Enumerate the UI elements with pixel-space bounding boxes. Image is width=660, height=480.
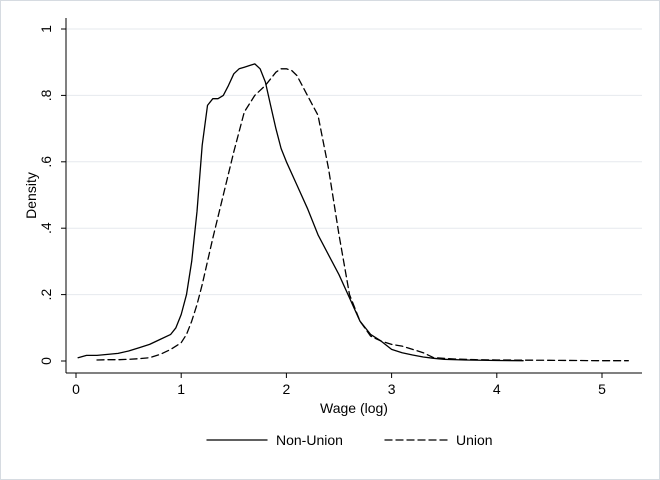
grid-lines (66, 28, 642, 296)
x-tick-label: 0 (72, 381, 80, 397)
series-line-non-union (77, 63, 524, 362)
series-line-union (96, 68, 629, 362)
legend-label-non-union: Non-Union (276, 432, 343, 448)
y-tick-label: .2 (38, 289, 54, 301)
y-axis-title: Density (23, 172, 39, 219)
legend-label-union: Union (456, 432, 493, 448)
x-tick-label: 4 (493, 381, 501, 397)
x-tick-label: 3 (388, 381, 396, 397)
y-tick-label: 1 (38, 25, 54, 33)
y-tick-label: .4 (38, 222, 54, 234)
axes (65, 18, 642, 374)
y-tick-label: 0 (38, 357, 54, 365)
series-lines (77, 63, 629, 362)
legend: Non-Union Union (206, 432, 493, 448)
y-tick-label: .6 (38, 156, 54, 168)
x-tick-label: 5 (598, 381, 606, 397)
tick-marks: 0 .2 .4 .6 .8 1 0 1 2 3 4 5 (38, 25, 606, 397)
x-tick-label: 1 (177, 381, 185, 397)
y-tick-label: .8 (38, 89, 54, 101)
x-axis-title: Wage (log) (320, 400, 388, 416)
x-tick-label: 2 (283, 381, 291, 397)
